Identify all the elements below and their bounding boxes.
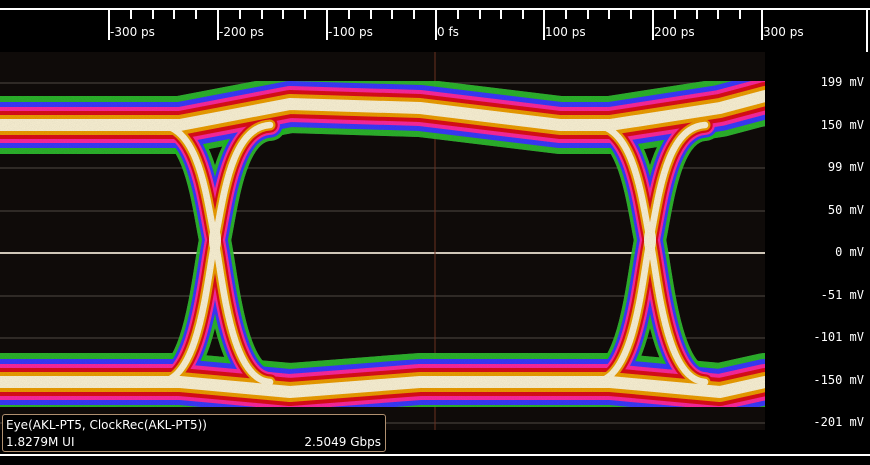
ruler-minor-tick [238,8,241,19]
eye-rail-trace [0,376,765,398]
time-tick-label: 300 ps [763,25,804,39]
ui-count-label: 1.8279M UI [6,435,75,449]
ruler-minor-tick [129,8,132,19]
bitrate-label: 2.5049 Gbps [304,435,381,449]
eye-diagram-plot[interactable] [0,52,765,430]
time-tick-label: -300 ps [110,25,155,39]
ruler-minor-tick [739,8,742,19]
ruler-minor-tick [173,8,176,19]
time-tick-label: -100 ps [328,25,373,39]
ruler-minor-tick [347,8,350,19]
bottom-frame-line [0,454,870,456]
voltage-tick-label: 50 mV [827,203,864,217]
ruler-major-tick [217,8,219,40]
time-tick-label: 200 ps [654,25,695,39]
ruler-major-tick [543,8,545,40]
time-axis-ruler: -300 ps -200 ps -100 ps 0 fs 100 ps 200 ps 300… [0,0,870,52]
voltage-tick-label: 150 mV [820,118,864,132]
measurement-info-box[interactable]: Eye(AKL-PT5, ClockRec(AKL-PT5)) 1.8279M … [2,414,386,452]
eye-rail-trace [0,90,765,131]
ruler-minor-tick [195,8,198,19]
ruler-minor-tick [717,8,720,19]
ruler-minor-tick [304,8,307,19]
voltage-tick-label: -150 mV [813,373,864,387]
ruler-minor-tick [522,8,525,19]
voltage-tick-label: 0 mV [835,245,864,259]
voltage-tick-label: -201 mV [813,415,864,429]
ruler-major-tick [761,8,763,40]
ruler-minor-tick [260,8,263,19]
ruler-major-tick [326,8,328,40]
ruler-minor-tick [478,8,481,19]
eye-diagram-graphic [0,52,765,430]
time-tick-label: -200 ps [219,25,264,39]
ruler-minor-tick [369,8,372,19]
ruler-end-tick [866,8,868,52]
crossing-hotspot [209,226,221,254]
ruler-minor-tick [586,8,589,19]
ruler-minor-tick [151,8,154,19]
voltage-tick-label: 199 mV [820,75,864,89]
time-tick-label: 100 ps [545,25,586,39]
eye-source-label: Eye(AKL-PT5, ClockRec(AKL-PT5)) [6,418,207,432]
ruler-minor-tick [564,8,567,19]
ruler-minor-tick [673,8,676,19]
voltage-tick-label: 99 mV [827,160,864,174]
ruler-minor-tick [695,8,698,19]
voltage-tick-label: -51 mV [820,288,864,302]
time-tick-label: 0 fs [437,25,459,39]
crossing-hotspot [644,226,656,254]
ruler-minor-tick [413,8,416,19]
ruler-minor-tick [282,8,285,19]
ruler-minor-tick [630,8,633,19]
voltage-axis: 199 mV 150 mV 99 mV 50 mV 0 mV -51 mV -101 mV -… [765,52,870,465]
ruler-minor-tick [456,8,459,19]
ruler-minor-tick [500,8,503,19]
eye-density-layers [0,67,765,421]
ruler-major-tick [652,8,654,40]
voltage-tick-label: -101 mV [813,330,864,344]
ruler-minor-tick [391,8,394,19]
ruler-major-tick [435,8,437,40]
ruler-minor-tick [608,8,611,19]
ruler-major-tick [108,8,110,40]
